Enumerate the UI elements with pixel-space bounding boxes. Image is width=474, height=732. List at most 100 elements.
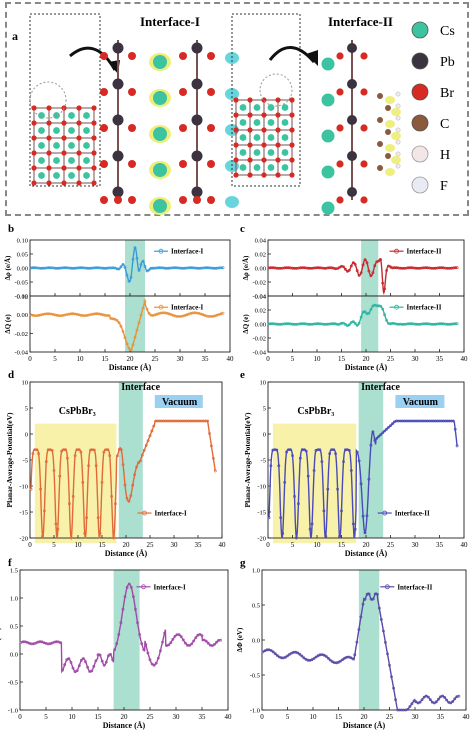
y-tick-label: -15 — [19, 510, 28, 517]
chart-b-top: 0.10 0.05 0.00 -0.05 -0.10 Δρ (e/Å) Interface-… — [4, 238, 231, 301]
series-point — [119, 324, 123, 328]
x-axis-label: Distance (Å) — [345, 363, 388, 372]
series-point — [192, 639, 196, 643]
legend-atom-br — [411, 83, 429, 101]
series-point — [383, 313, 387, 317]
legend-label: Interface-I — [155, 510, 188, 518]
series-point — [113, 648, 117, 652]
series-point — [453, 266, 457, 270]
series-point — [100, 659, 104, 663]
y-tick-label: 0.04 — [255, 294, 267, 301]
x-tick-label: 20 — [363, 355, 371, 363]
cs-atom — [239, 134, 247, 141]
series-point — [334, 452, 338, 456]
series-point — [127, 582, 131, 586]
br-atom — [31, 120, 37, 126]
series-point — [369, 274, 373, 278]
series-point — [383, 287, 387, 291]
series-point — [131, 483, 135, 487]
br-atom — [275, 127, 281, 133]
br-atom — [233, 112, 239, 118]
series-point — [367, 477, 371, 481]
x-tick-label: 40 — [461, 541, 469, 549]
legend-atom-c — [411, 114, 429, 132]
series-point — [404, 419, 408, 423]
y-tick-label: 0.00 — [255, 266, 266, 273]
y-axis-label: Planar-Average-Potential(eV) — [5, 412, 14, 507]
cs-atom — [38, 142, 45, 149]
series-point — [371, 271, 375, 275]
series-point — [379, 258, 383, 262]
br-atom — [91, 105, 97, 111]
series-point — [281, 532, 285, 535]
y-tick-label: -0.04 — [252, 294, 266, 301]
series-point — [107, 314, 111, 318]
series-point — [68, 502, 71, 506]
series-point — [314, 655, 318, 659]
series-point — [363, 310, 367, 314]
pb-atom — [191, 78, 203, 90]
series-point — [39, 487, 43, 491]
series-point — [386, 652, 389, 656]
series-point — [347, 448, 351, 452]
y-tick-label: 0.02 — [255, 252, 266, 259]
series-point — [102, 663, 106, 667]
series-point — [284, 655, 287, 659]
series-point — [116, 454, 119, 458]
x-tick-label: 35 — [437, 713, 445, 721]
series-point — [285, 450, 289, 454]
cs-atom — [83, 127, 90, 134]
cs-atom — [267, 119, 275, 126]
series-point — [181, 638, 185, 642]
series-point — [293, 494, 296, 498]
x-tick-label: 30 — [412, 713, 420, 721]
br-atom — [61, 120, 67, 126]
vacuum-label: Vacuum — [162, 397, 198, 408]
series-point — [111, 658, 115, 662]
series-point — [377, 435, 381, 438]
series-point — [119, 621, 123, 625]
series-point — [283, 480, 287, 484]
chart-c-bottom: 0.040.020.00-0.02-0.040 5 10 15 20 25 30 35 40Di… — [242, 294, 468, 373]
x-tick-label: 25 — [152, 355, 160, 363]
series-point — [139, 313, 143, 317]
series-point — [142, 648, 146, 652]
series-point — [60, 449, 64, 453]
series-point — [209, 444, 213, 448]
x-tick-label: 30 — [173, 713, 181, 721]
br-atom — [100, 160, 108, 168]
series-point — [342, 460, 345, 464]
cs-atom — [321, 129, 335, 143]
series-point — [127, 499, 131, 503]
cs-atom — [68, 172, 75, 179]
br-atom — [76, 105, 82, 111]
y-tick-label: 0 — [263, 432, 266, 439]
series-point — [371, 430, 375, 434]
legend-label-h: H — [440, 148, 450, 163]
y-tick-label: -0.10 — [14, 294, 28, 301]
series-point — [146, 651, 150, 655]
series-point — [355, 269, 359, 273]
series-point — [391, 422, 394, 426]
br-atom — [336, 196, 344, 204]
x-tick-label: 30 — [412, 541, 420, 549]
series-point — [67, 657, 71, 661]
legend-label-c: C — [440, 117, 449, 132]
series-point — [144, 643, 148, 646]
series-point — [123, 265, 127, 269]
series-point — [41, 534, 44, 538]
series-point — [443, 696, 447, 699]
x-axis-label: Distance (Å) — [103, 721, 146, 730]
cs-atom — [83, 172, 90, 179]
series-point — [394, 698, 398, 702]
br-atom — [61, 165, 67, 171]
series-point — [302, 656, 306, 660]
y-axis-label: ΔQ (e) — [242, 314, 250, 334]
series-point — [379, 304, 383, 308]
br-atom — [233, 97, 239, 103]
y-tick-label: -0.04 — [14, 350, 28, 357]
br-atom — [179, 124, 187, 132]
series-point — [117, 633, 121, 636]
series-point — [143, 299, 147, 303]
